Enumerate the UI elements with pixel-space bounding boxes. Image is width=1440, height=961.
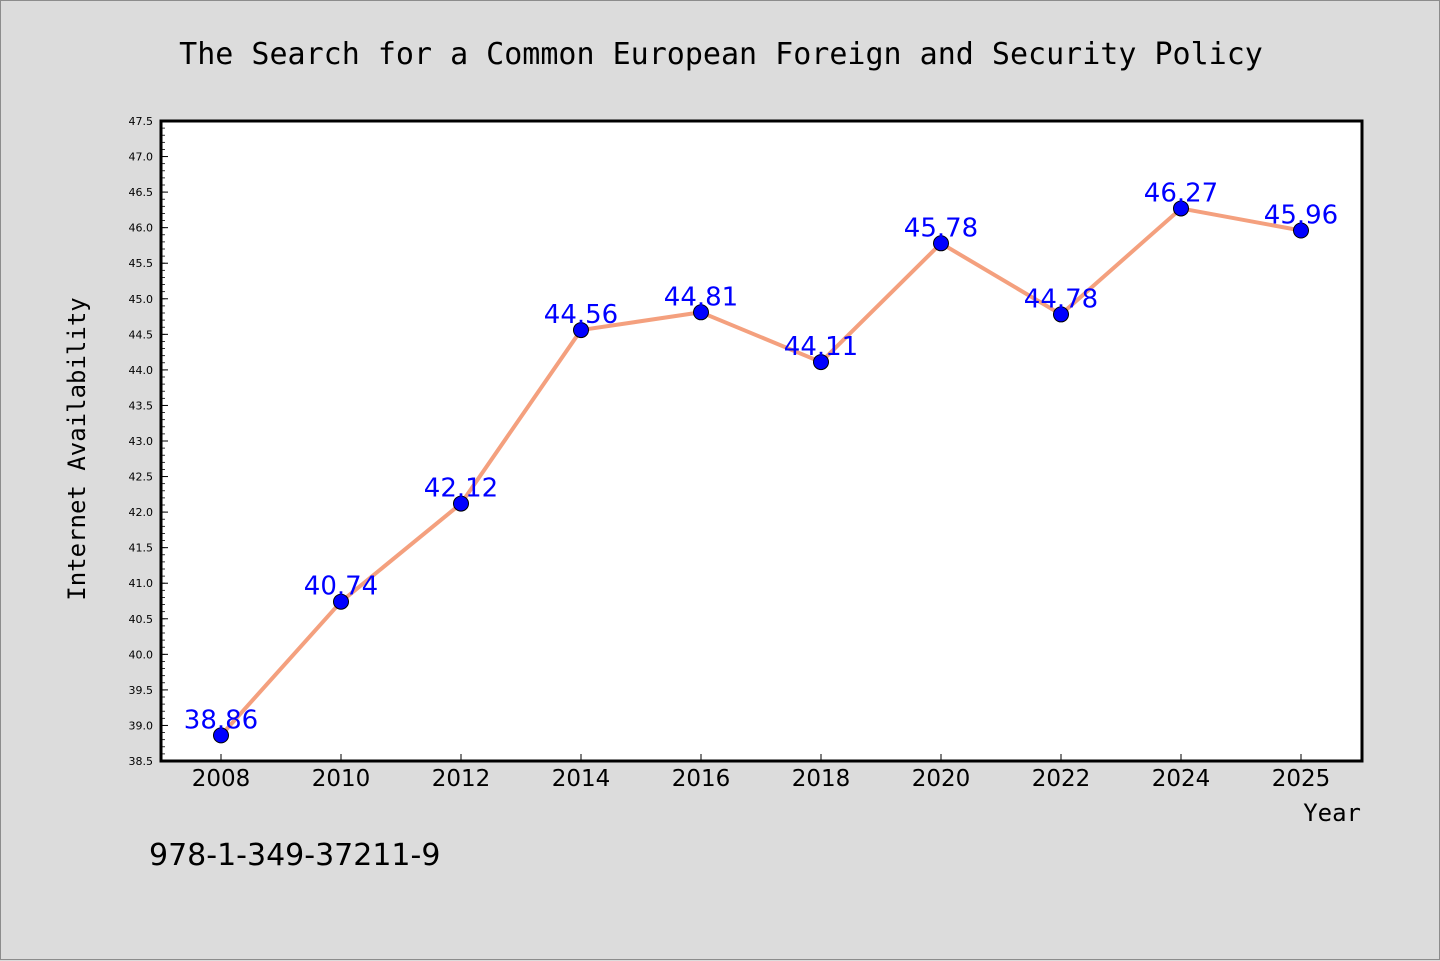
- x-tick-label: 2025: [1272, 766, 1331, 792]
- data-point: [573, 322, 589, 339]
- y-tick-label: 46.5: [129, 186, 154, 199]
- y-tick-label: 45.0: [129, 293, 154, 306]
- data-point: [213, 727, 229, 744]
- data-label: 44.11: [784, 332, 858, 362]
- data-point: [333, 593, 349, 610]
- data-label: 40.74: [304, 572, 378, 602]
- data-label: 44.56: [544, 300, 618, 330]
- x-tick-label: 2020: [912, 766, 971, 792]
- x-tick-label: 2012: [432, 766, 491, 792]
- x-tick-label: 2018: [792, 766, 851, 792]
- data-point: [933, 235, 949, 252]
- y-tick-label: 44.0: [129, 364, 154, 377]
- chart-title: The Search for a Common European Foreign…: [179, 37, 1263, 72]
- data-label: 44.78: [1024, 284, 1098, 314]
- data-point: [1173, 200, 1189, 217]
- y-tick-label: 47.5: [129, 115, 154, 128]
- series: 38.86 40.74 42.12 44.56 44.81 44.11 45.78 44.78…: [184, 178, 1338, 744]
- y-tick-label: 38.5: [129, 755, 154, 768]
- data-label: 45.78: [904, 213, 978, 243]
- x-tick-label: 2010: [312, 766, 371, 792]
- y-tick-label: 45.5: [129, 257, 154, 270]
- series-line: [219, 206, 1303, 738]
- x-tick-label: 2008: [192, 766, 251, 792]
- y-tick-label: 41.5: [129, 542, 154, 555]
- isbn-annotation: 978-1-349-37211-9: [149, 838, 440, 873]
- plot-area: [159, 119, 1364, 763]
- y-tick-label: 39.5: [129, 684, 154, 697]
- data-label: 42.12: [424, 474, 498, 504]
- data-point: [813, 354, 829, 371]
- data-point: [1053, 306, 1069, 323]
- x-tick-label: 2024: [1152, 766, 1211, 792]
- y-axis: 38.5 39.0 39.5 40.0 40.5 41.0 41.5 42.0 42.5 43.0…: [129, 115, 168, 768]
- data-label: 44.81: [664, 282, 738, 312]
- data-label: 45.96: [1264, 201, 1338, 231]
- y-tick-label: 43.0: [129, 435, 154, 448]
- y-tick-label: 44.5: [129, 328, 154, 341]
- y-tick-label: 40.5: [129, 613, 154, 626]
- y-tick-label: 47.0: [129, 151, 154, 164]
- y-tick-label: 43.5: [129, 399, 154, 412]
- data-label: 46.27: [1144, 178, 1218, 208]
- y-tick-label: 46.0: [129, 222, 154, 235]
- data-label: 38.86: [184, 705, 258, 735]
- x-tick-label: 2022: [1032, 766, 1091, 792]
- y-tick-label: 41.0: [129, 577, 154, 590]
- x-tick-label: 2016: [672, 766, 731, 792]
- y-axis-label: Internet Availability: [63, 297, 91, 600]
- data-point: [693, 304, 709, 321]
- y-tick-label: 40.0: [129, 648, 154, 661]
- y-tick-label: 42.0: [129, 506, 154, 519]
- y-tick-label: 39.0: [129, 719, 154, 732]
- data-point: [1293, 222, 1309, 239]
- x-tick-label: 2014: [552, 766, 611, 792]
- data-point: [453, 495, 469, 512]
- y-tick-label: 42.5: [129, 471, 154, 484]
- x-axis: 2008 2010 2012 2014 2016 2018 2020 2022 2024 2025: [192, 754, 1331, 792]
- x-axis-label: Year: [1303, 799, 1361, 827]
